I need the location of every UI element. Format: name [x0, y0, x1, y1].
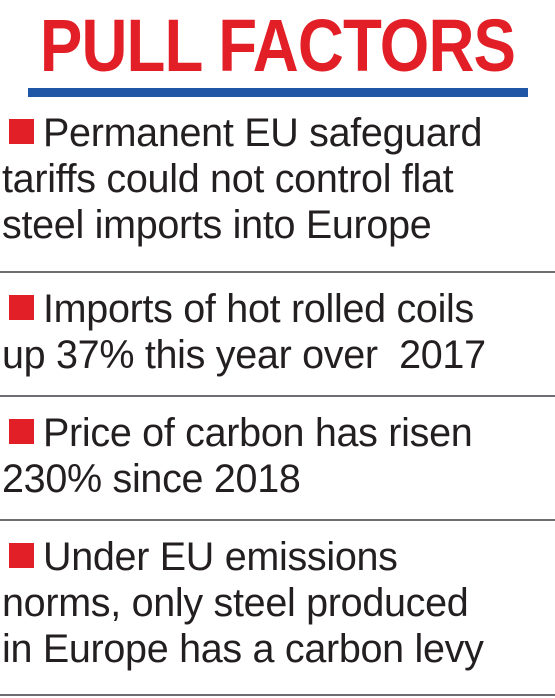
list-item: Under EU emissions norms, only steel pro… [2, 534, 554, 672]
bullet-square-icon [9, 295, 34, 320]
list-item: Permanent EU safeguard tariffs could not… [2, 110, 554, 248]
page-title: PULL FACTORS [39, 4, 516, 87]
divider [0, 694, 555, 696]
bullet-square-icon [9, 543, 34, 568]
divider [0, 395, 555, 397]
item-text-line: Imports of hot rolled coils [43, 287, 474, 331]
divider [0, 519, 555, 521]
item-text-line: Permanent EU safeguard [43, 111, 483, 155]
item-text-line: 230% since 2018 [2, 457, 301, 501]
item-text-line: tariffs could not control flat [2, 157, 454, 201]
bullet-square-icon [9, 119, 34, 144]
list-item: Price of carbon has risen 230% since 201… [2, 410, 554, 502]
item-text-line: Price of carbon has risen [43, 411, 473, 455]
item-text-line: Under EU emissions [43, 535, 398, 579]
divider [0, 271, 555, 273]
item-text-line: in Europe has a carbon levy [2, 627, 484, 671]
bullet-square-icon [9, 419, 34, 444]
list-item: Imports of hot rolled coils up 37% this … [2, 286, 554, 378]
item-text-line: steel imports into Europe [2, 203, 432, 247]
item-text-line: up 37% this year over 2017 [2, 333, 486, 377]
title-underline [28, 88, 528, 97]
item-text-line: norms, only steel produced [2, 581, 469, 625]
